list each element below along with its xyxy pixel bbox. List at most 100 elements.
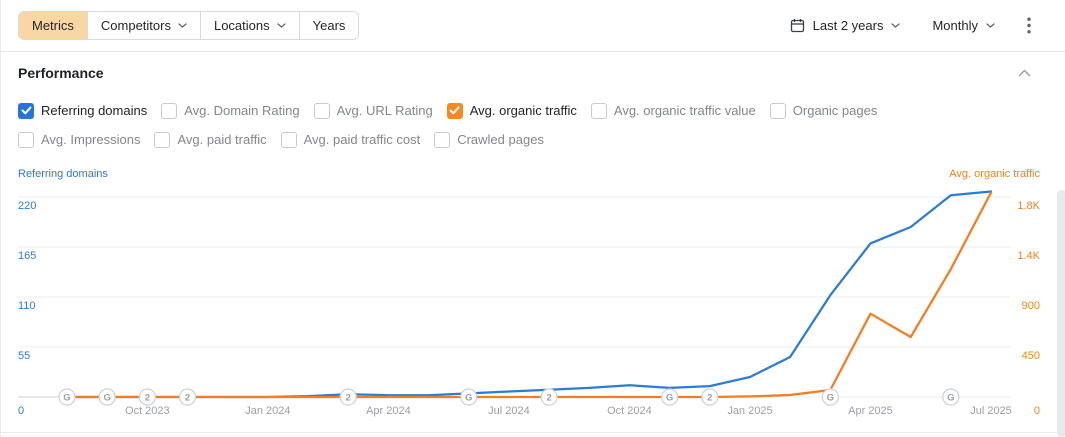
left-axis-title: Referring domains xyxy=(18,168,108,180)
unchecked-checkbox-icon xyxy=(18,131,34,148)
event-group-marker[interactable]: 2 xyxy=(701,388,719,406)
google-update-marker[interactable]: G xyxy=(661,388,679,406)
checked-checkbox-icon xyxy=(446,102,463,119)
unchecked-checkbox-icon xyxy=(313,102,330,119)
left-axis-tick: 55 xyxy=(18,350,31,362)
metric-label: Organic pages xyxy=(792,103,878,118)
series-line-avg-organic-traffic xyxy=(65,191,993,399)
checked-checkbox-icon xyxy=(18,102,34,119)
metric-label: Crawled pages xyxy=(457,132,544,147)
calendar-icon xyxy=(790,19,804,33)
right-axis-title: Avg. organic traffic xyxy=(949,168,1040,180)
svg-text:G: G xyxy=(666,392,673,403)
scrollbar-thumb[interactable] xyxy=(1057,190,1065,437)
unchecked-checkbox-icon xyxy=(434,131,451,148)
svg-text:G: G xyxy=(947,392,954,403)
x-axis-label: Apr 2024 xyxy=(366,405,411,417)
x-axis-label: Apr 2025 xyxy=(848,405,893,417)
x-axis-label: Jan 2024 xyxy=(245,405,291,417)
svg-text:G: G xyxy=(103,392,110,403)
tab-label: Metrics xyxy=(32,18,74,33)
chevron-up-icon xyxy=(1018,69,1031,77)
left-axis-tick: 0 xyxy=(18,405,25,417)
unchecked-checkbox-icon xyxy=(154,131,171,148)
metric-checkbox-avg-organic-traffic-value[interactable]: Avg. organic traffic value xyxy=(590,102,756,119)
x-axis-label: Jul 2025 xyxy=(970,405,1012,417)
tab-years[interactable]: Years xyxy=(298,12,359,39)
metric-label: Avg. paid traffic xyxy=(177,132,267,147)
unchecked-checkbox-icon xyxy=(590,102,607,119)
granularity-selector[interactable]: Monthly xyxy=(932,18,995,33)
metric-label: Avg. Impressions xyxy=(41,132,141,147)
unchecked-checkbox-icon xyxy=(280,131,297,148)
date-range-selector[interactable]: Last 2 years xyxy=(790,18,901,33)
panel-header: Performance xyxy=(1,52,1065,94)
metric-label: Avg. URL Rating xyxy=(336,103,433,118)
chevron-down-icon xyxy=(276,22,286,28)
left-axis-tick: 165 xyxy=(18,250,37,262)
tab-label: Years xyxy=(312,18,346,33)
svg-text:2: 2 xyxy=(546,392,551,403)
event-group-marker[interactable]: 2 xyxy=(138,388,156,406)
metric-checkbox-avg-impressions[interactable]: Avg. Impressions xyxy=(18,131,141,148)
metric-toggles-row-2: Avg. Impressions Avg. paid traffic Avg. pa… xyxy=(18,125,1040,154)
granularity-label: Monthly xyxy=(932,18,978,33)
metric-toggles: Referring domains Avg. Domain Rating Avg. … xyxy=(18,96,1040,154)
unchecked-checkbox-icon xyxy=(769,102,786,119)
google-update-marker[interactable]: G xyxy=(821,388,839,406)
chevron-down-icon xyxy=(178,22,187,28)
collapse-section-button[interactable] xyxy=(1018,69,1031,77)
svg-text:G: G xyxy=(827,392,834,403)
right-axis-tick: 450 xyxy=(1021,350,1040,362)
metric-checkbox-avg-url-rating[interactable]: Avg. URL Rating xyxy=(313,102,433,119)
series-line-referring-domains xyxy=(65,190,993,399)
tab-label: Locations xyxy=(213,18,270,33)
tab-locations[interactable]: Locations xyxy=(199,12,299,39)
left-axis-tick: 110 xyxy=(18,300,36,312)
chevron-down-icon xyxy=(891,22,901,28)
svg-text:2: 2 xyxy=(707,392,712,403)
right-axis-tick: 1.4K xyxy=(1017,250,1040,262)
metric-checkbox-avg-paid-traffic-cost[interactable]: Avg. paid traffic cost xyxy=(280,131,421,148)
event-group-marker[interactable]: 2 xyxy=(178,388,197,406)
metric-checkbox-organic-pages[interactable]: Organic pages xyxy=(769,102,878,119)
metric-checkbox-crawled-pages[interactable]: Crawled pages xyxy=(434,131,544,148)
left-axis-tick: 220 xyxy=(18,200,37,212)
metric-checkbox-avg-organic-traffic[interactable]: Avg. organic traffic xyxy=(446,102,577,119)
metric-checkbox-avg-paid-traffic[interactable]: Avg. paid traffic xyxy=(154,131,267,148)
svg-text:2: 2 xyxy=(185,392,190,403)
google-update-marker[interactable]: G xyxy=(58,388,76,406)
event-group-marker[interactable]: 2 xyxy=(540,388,558,406)
tab-competitors[interactable]: Competitors xyxy=(86,12,200,39)
x-axis-label: Oct 2024 xyxy=(607,405,652,417)
metric-label: Avg. organic traffic value xyxy=(613,103,756,118)
tab-metrics[interactable]: Metrics xyxy=(19,12,87,39)
right-axis-tick: 1.8K xyxy=(1017,200,1040,212)
date-range-label: Last 2 years xyxy=(812,18,884,33)
metric-label: Avg. paid traffic cost xyxy=(303,132,421,147)
metric-checkbox-avg-domain-rating[interactable]: Avg. Domain Rating xyxy=(161,102,300,119)
toolbar: Metrics Competitors Locations Years Last 2 … xyxy=(1,0,1065,52)
event-group-marker[interactable]: 2 xyxy=(339,388,357,406)
metric-toggles-row-1: Referring domains Avg. Domain Rating Avg. … xyxy=(18,96,1040,125)
metric-checkbox-referring-domains[interactable]: Referring domains xyxy=(18,102,148,119)
x-axis-label: Jul 2024 xyxy=(488,405,530,417)
x-axis-label: Oct 2023 xyxy=(125,405,170,417)
view-tabs: Metrics Competitors Locations Years xyxy=(18,11,360,40)
svg-text:G: G xyxy=(465,392,472,403)
bottom-divider xyxy=(1,432,1057,433)
kebab-menu-icon xyxy=(1027,17,1031,34)
chevron-down-icon xyxy=(986,22,995,28)
google-update-marker[interactable]: G xyxy=(942,388,960,406)
more-options-button[interactable] xyxy=(1027,17,1031,34)
toolbar-right: Last 2 years Monthly xyxy=(790,17,1031,34)
google-update-marker[interactable]: G xyxy=(460,388,478,406)
tab-label: Competitors xyxy=(100,18,171,33)
svg-text:2: 2 xyxy=(145,392,150,403)
svg-text:G: G xyxy=(63,392,70,403)
right-axis-tick: 0 xyxy=(1033,405,1040,417)
x-axis-label: Jan 2025 xyxy=(727,405,773,417)
metric-label: Referring domains xyxy=(41,103,148,118)
unchecked-checkbox-icon xyxy=(161,102,178,119)
google-update-marker[interactable]: G xyxy=(98,388,116,406)
